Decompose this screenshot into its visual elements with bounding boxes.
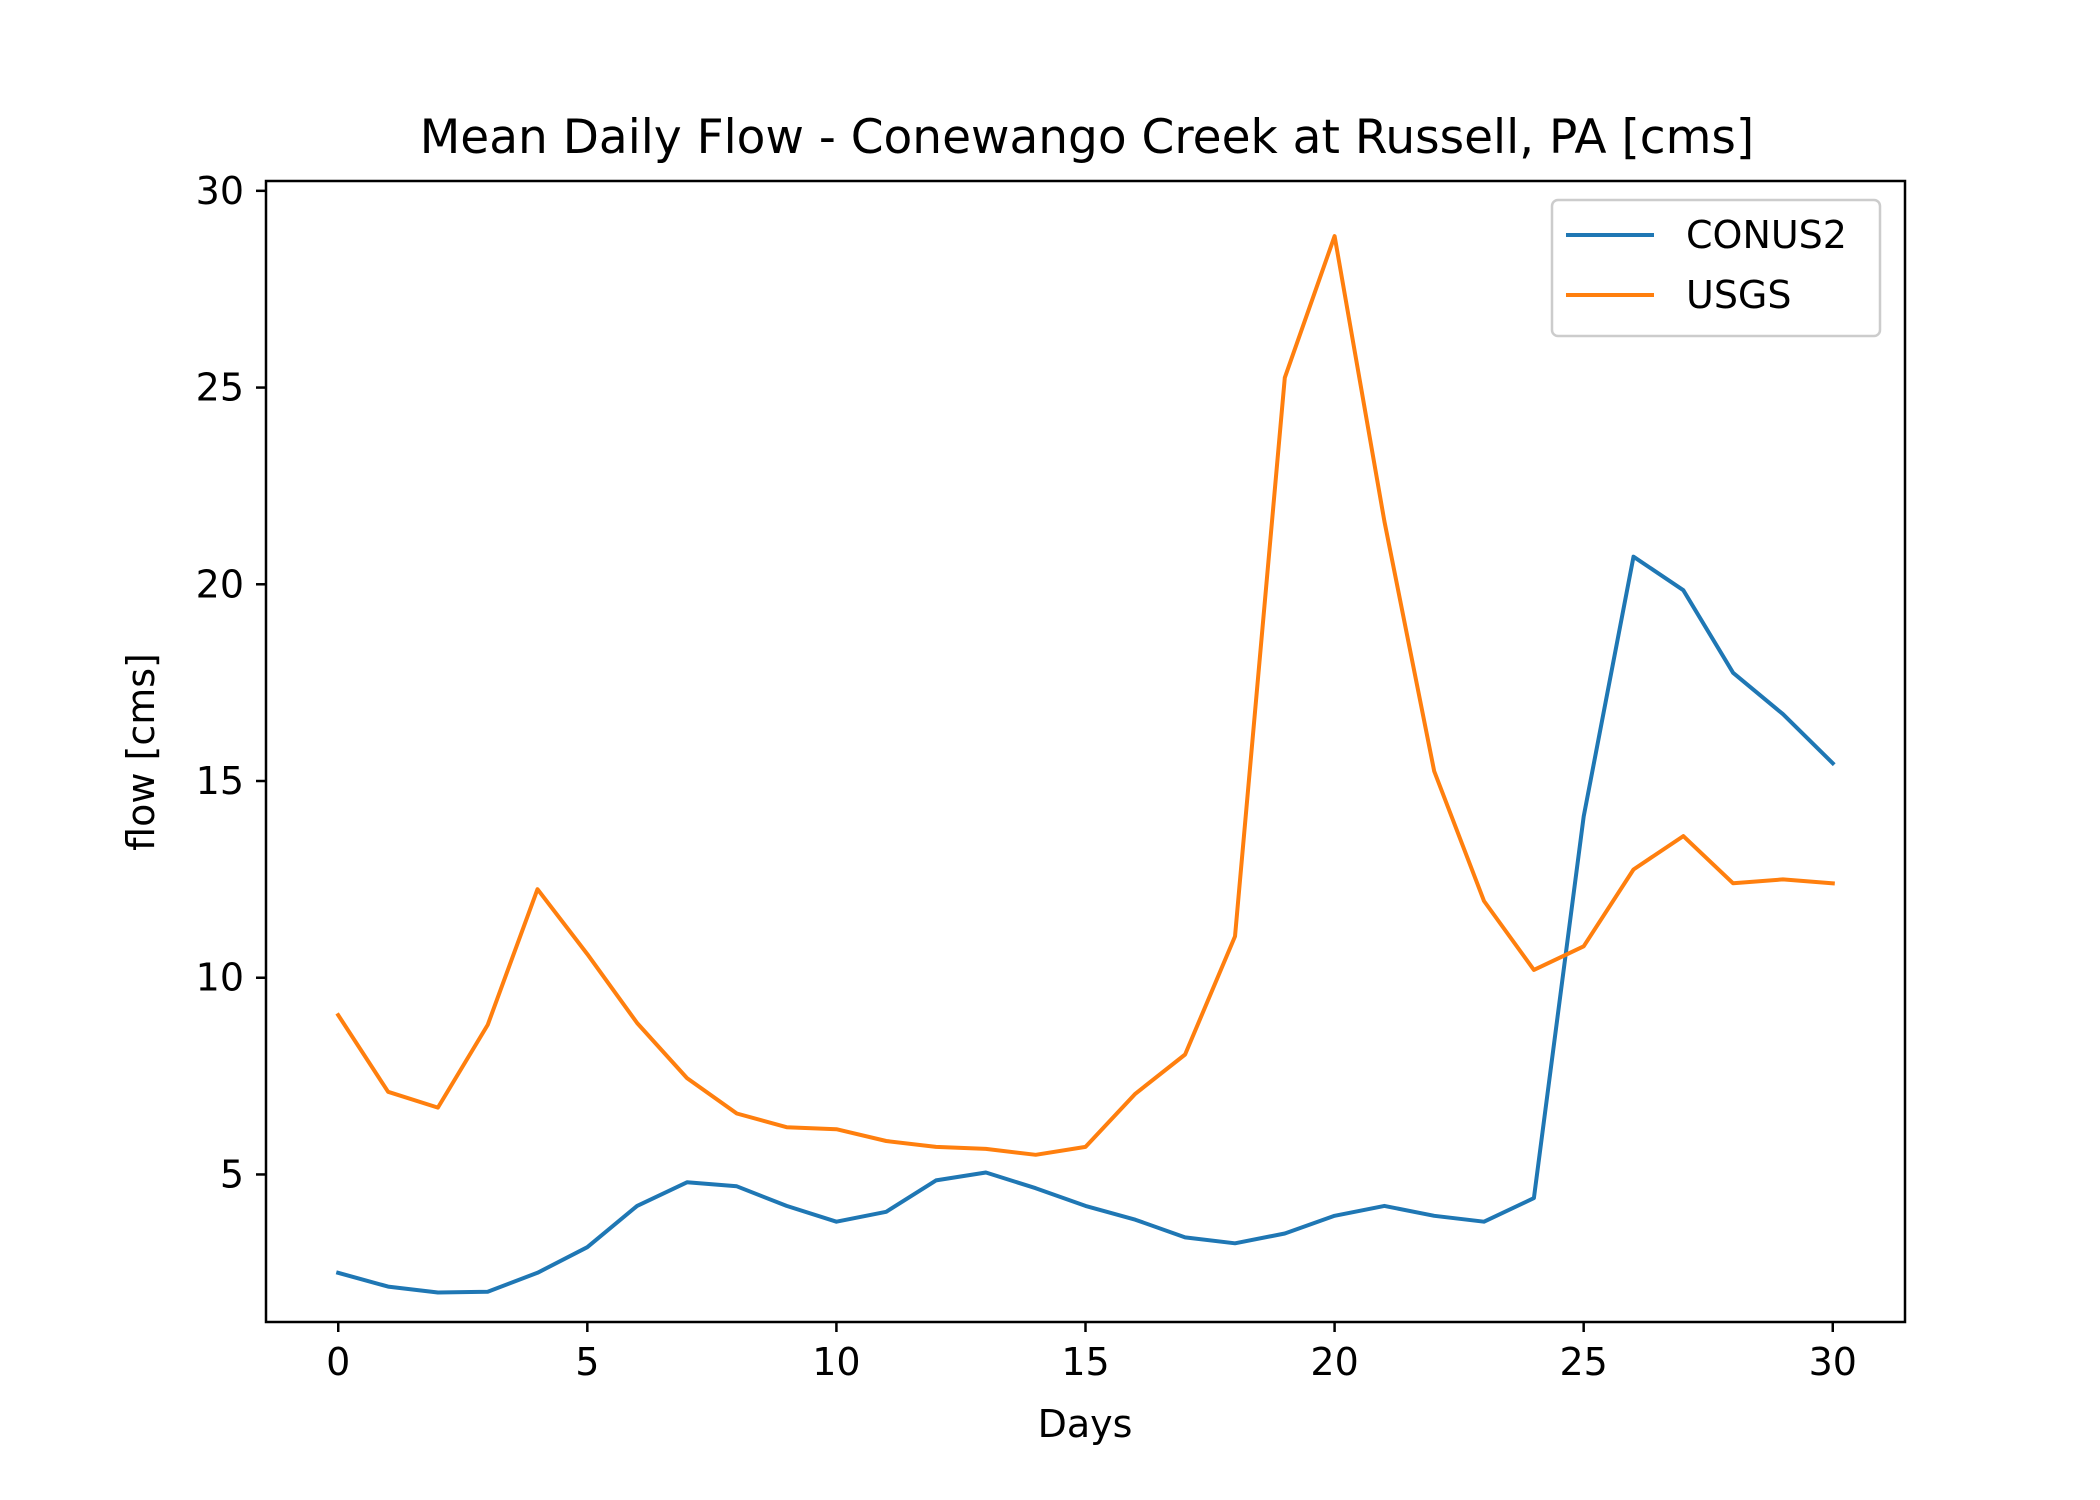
y-tick-label: 10 — [196, 956, 244, 1000]
y-axis: 5 10 15 20 25 30 — [196, 169, 266, 1196]
x-tick-label: 5 — [575, 1340, 599, 1384]
chart-title: Mean Daily Flow - Conewango Creek at Rus… — [420, 110, 1755, 165]
x-tick-label: 25 — [1559, 1340, 1607, 1384]
y-tick-label: 20 — [196, 562, 244, 606]
series-line-conus2 — [335, 554, 1836, 1295]
y-tick-label: 5 — [220, 1152, 244, 1196]
legend: CONUS2 USGS — [1550, 198, 1882, 338]
y-tick-label: 25 — [196, 366, 244, 410]
x-tick-label: 15 — [1061, 1340, 1109, 1384]
x-tick-label: 20 — [1310, 1340, 1358, 1384]
legend-label-conus2: CONUS2 — [1686, 213, 1847, 257]
x-axis: 0 5 10 15 20 25 30 — [326, 1322, 1857, 1384]
y-tick-label: 30 — [196, 169, 244, 213]
series-line-usgs — [335, 234, 1835, 1157]
x-tick-label: 0 — [326, 1340, 350, 1384]
x-axis-label: Days — [1038, 1402, 1133, 1446]
x-tick-label: 30 — [1809, 1340, 1857, 1384]
y-axis-label: flow [cms] — [119, 653, 163, 851]
y-tick-label: 15 — [196, 759, 244, 803]
legend-label-usgs: USGS — [1686, 273, 1792, 317]
series-layer — [335, 234, 1836, 1295]
x-tick-label: 10 — [812, 1340, 860, 1384]
